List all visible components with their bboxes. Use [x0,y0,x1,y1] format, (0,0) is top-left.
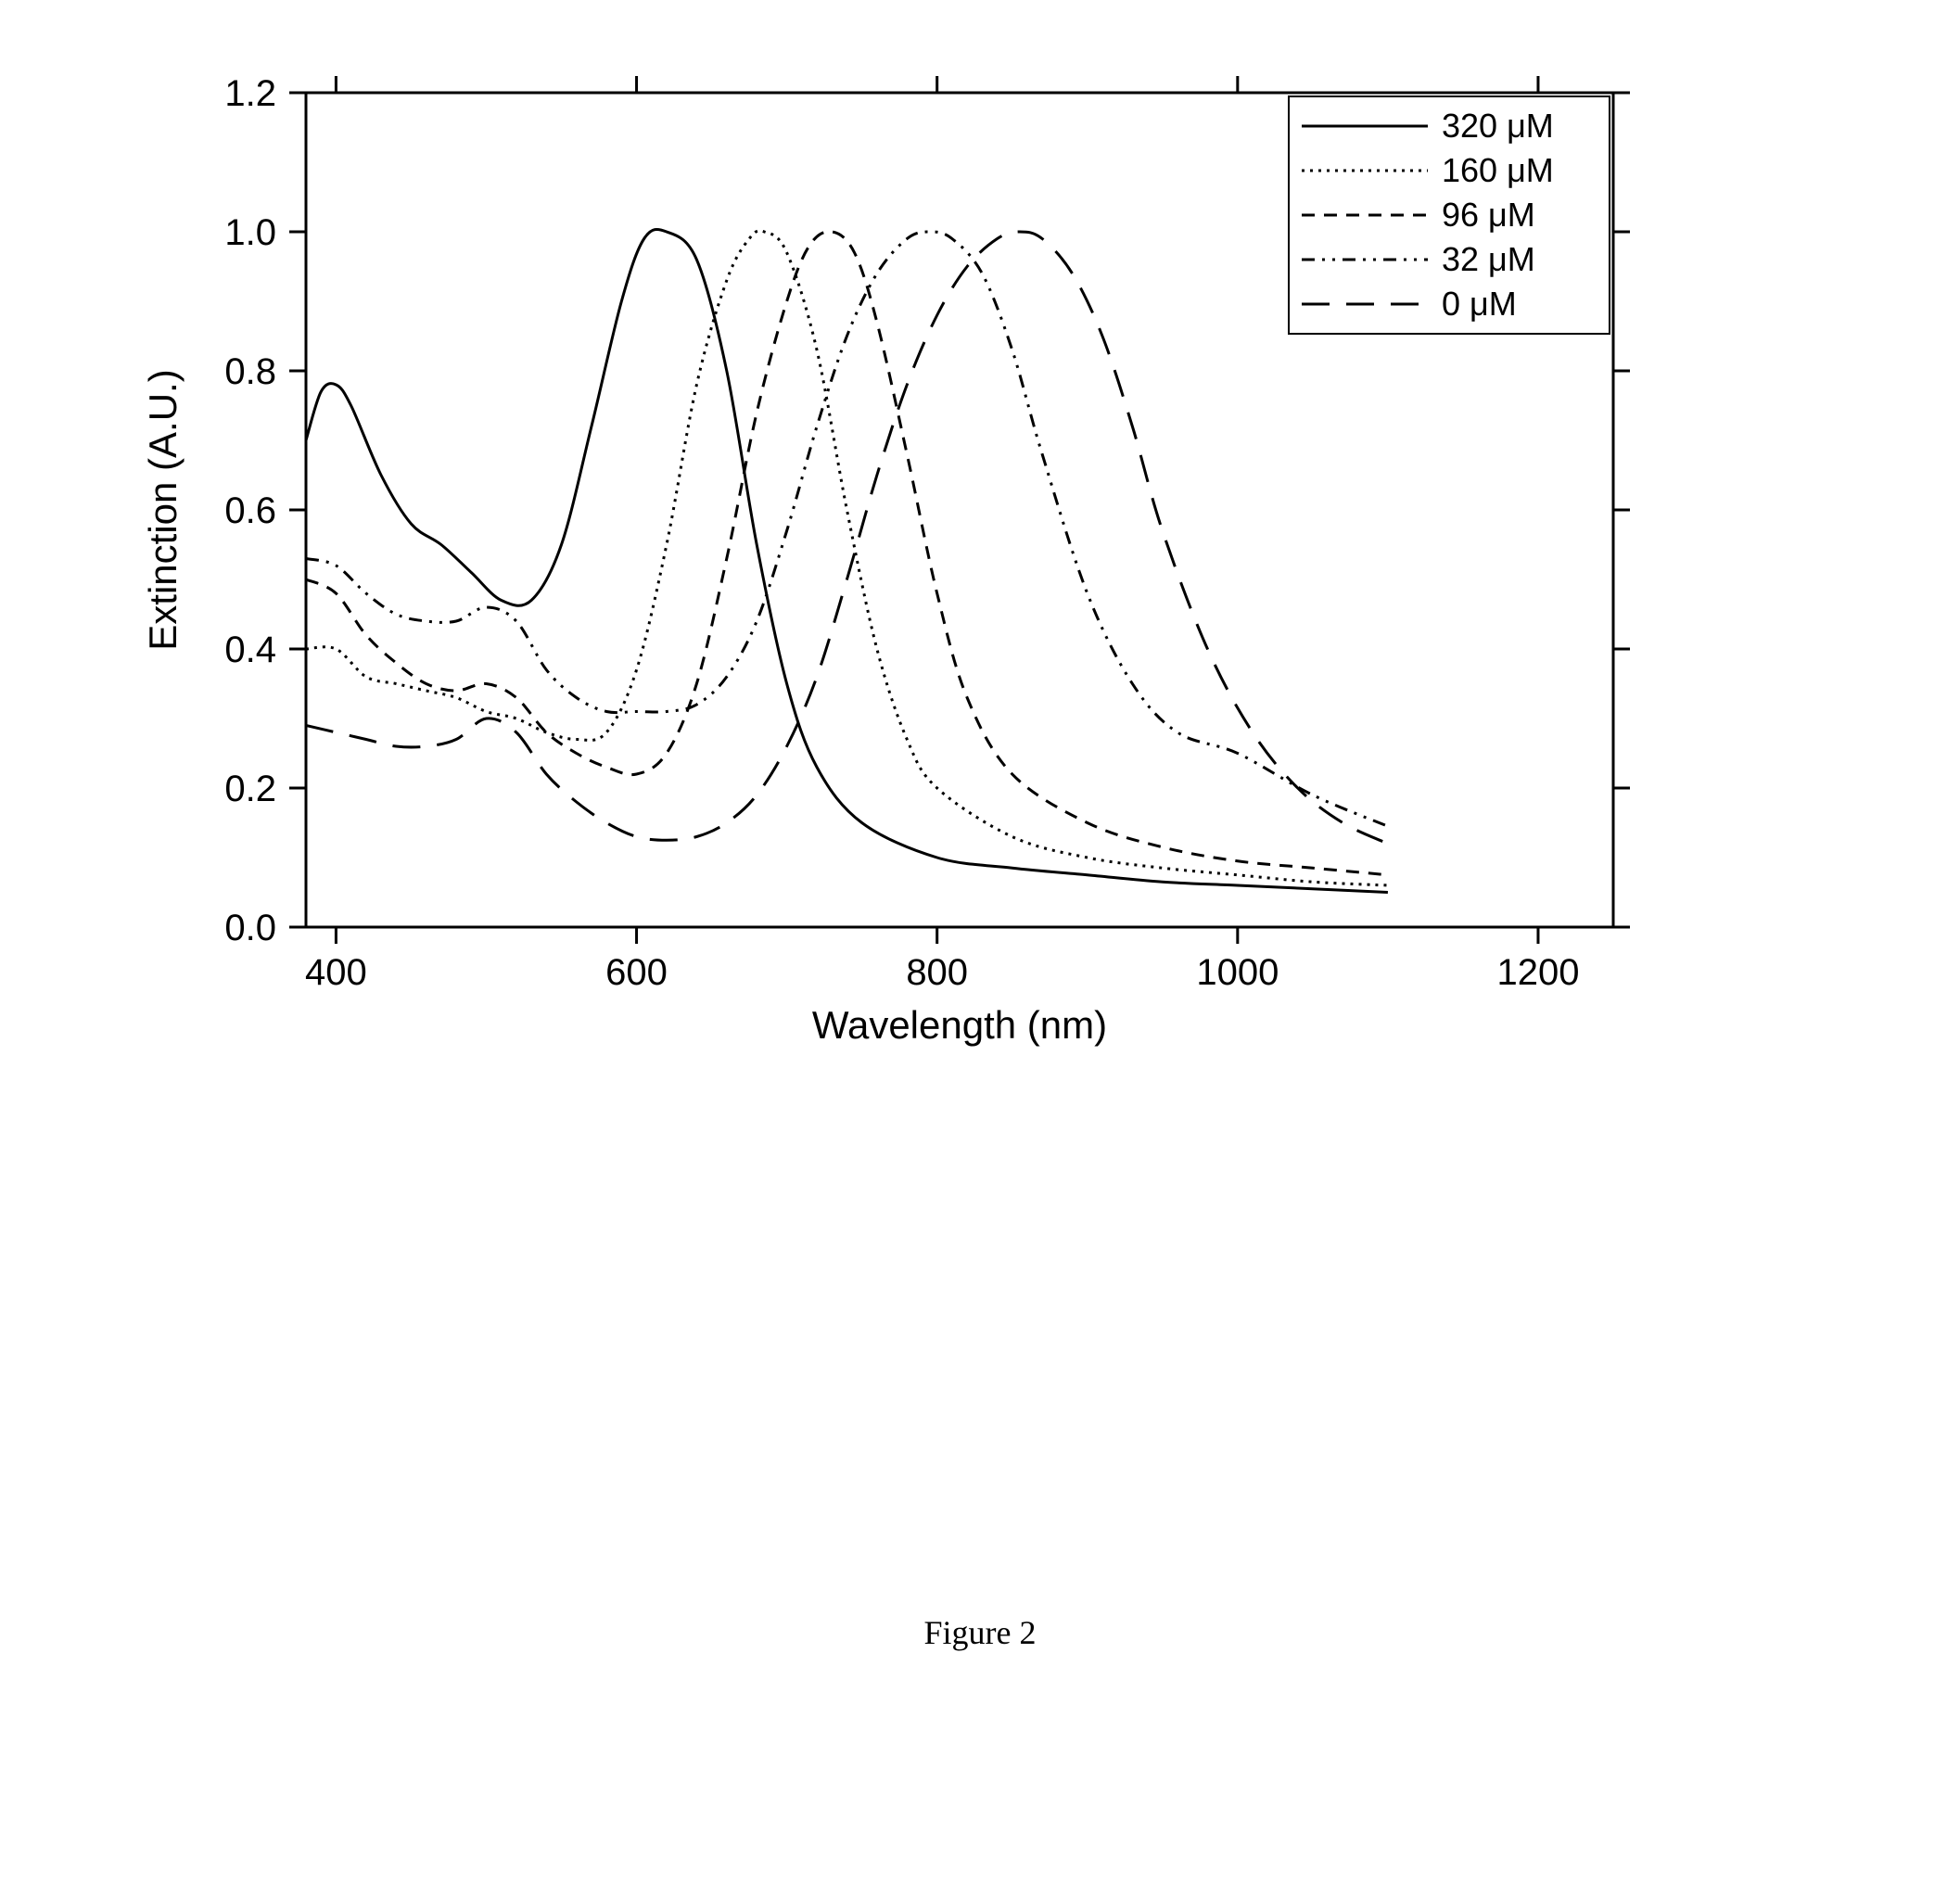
svg-text:1000: 1000 [1196,952,1279,993]
svg-text:0 μM: 0 μM [1442,285,1517,323]
svg-text:Wavelength (nm): Wavelength (nm) [812,1003,1107,1047]
svg-text:400: 400 [305,952,367,993]
svg-text:800: 800 [906,952,968,993]
svg-text:600: 600 [605,952,668,993]
svg-text:Extinction (A.U.): Extinction (A.U.) [141,369,185,650]
svg-text:0.4: 0.4 [224,629,276,670]
extinction-spectra-chart: 400 600 800 1000 1200 0.0 0.2 0.4 0.6 0.8 1.0 1.2 Wa… [93,56,1669,1075]
svg-text:0.6: 0.6 [224,490,276,531]
svg-text:0.8: 0.8 [224,351,276,392]
figure-caption: Figure 2 [0,1613,1960,1652]
svg-text:1200: 1200 [1496,952,1579,993]
svg-text:0.2: 0.2 [224,769,276,809]
svg-text:160 μM: 160 μM [1442,151,1554,189]
page: 400 600 800 1000 1200 0.0 0.2 0.4 0.6 0.8 1.0 1.2 Wa… [0,0,1960,1882]
svg-text:1.0: 1.0 [224,212,276,253]
svg-text:320 μM: 320 μM [1442,107,1554,145]
svg-text:96 μM: 96 μM [1442,196,1535,234]
chart-svg: 400 600 800 1000 1200 0.0 0.2 0.4 0.6 0.8 1.0 1.2 Wa… [93,56,1669,1075]
svg-text:1.2: 1.2 [224,73,276,114]
svg-text:0.0: 0.0 [224,908,276,948]
svg-text:32 μM: 32 μM [1442,240,1535,278]
